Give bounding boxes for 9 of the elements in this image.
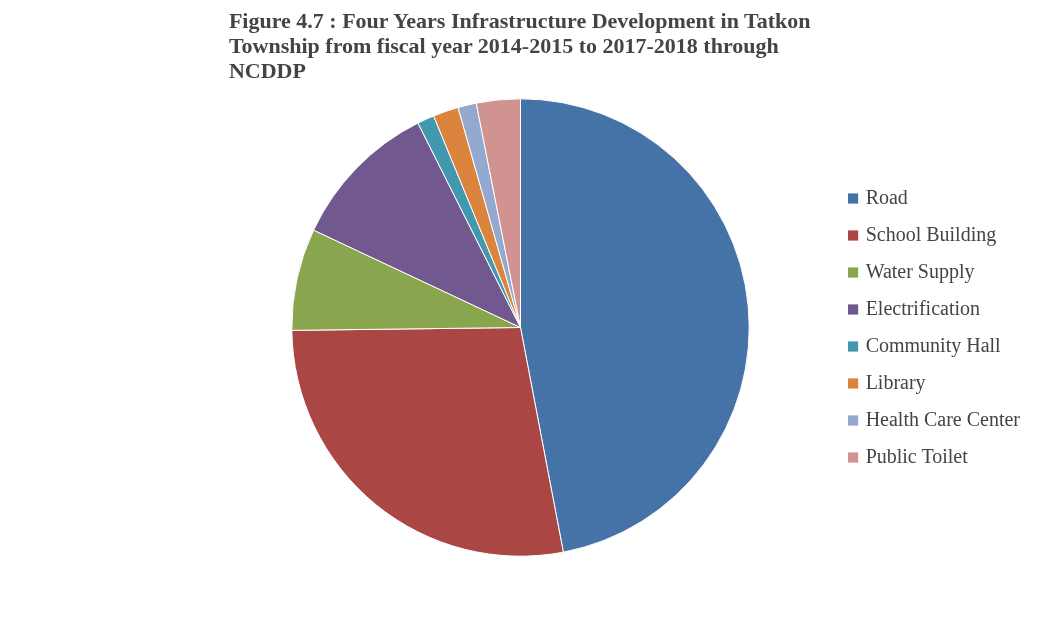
- legend-label: Health Care Center: [865, 408, 1020, 431]
- legend-label: Library: [865, 371, 926, 394]
- legend-label: Community Hall: [865, 334, 1001, 357]
- legend-label: Electrification: [865, 297, 981, 320]
- legend-label: Road: [865, 186, 908, 209]
- legend-label: Water Supply: [865, 260, 975, 283]
- chart-title: Figure 4.7 : Four Years Infrastructure Development in Tatkon Township from fiscal year 2014-2015 to 2017-2018 through NCDDP: [228, 7, 811, 83]
- legend-label: School Building: [865, 223, 997, 246]
- legend-label: Public Toilet: [865, 445, 968, 468]
